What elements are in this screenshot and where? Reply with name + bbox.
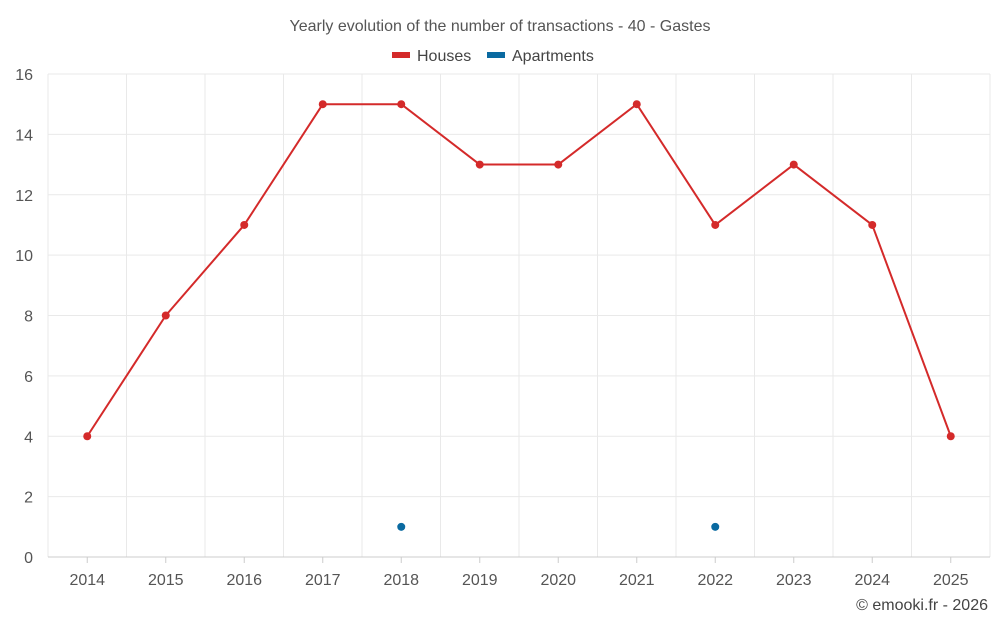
legend-swatch-houses <box>392 52 410 58</box>
data-point[interactable] <box>83 432 92 441</box>
x-tick-label: 2023 <box>776 572 812 589</box>
legend-label-houses[interactable]: Houses <box>417 48 471 65</box>
x-tick-label: 2021 <box>619 572 655 589</box>
x-tick-label: 2018 <box>383 572 419 589</box>
data-point[interactable] <box>318 100 327 109</box>
y-tick-label: 6 <box>24 369 33 386</box>
series-apartments <box>397 522 720 531</box>
y-tick-label: 16 <box>15 67 33 84</box>
y-tick-label: 10 <box>15 248 33 265</box>
y-tick-label: 14 <box>15 127 33 144</box>
data-point[interactable] <box>711 220 720 229</box>
x-tick-label: 2022 <box>697 572 733 589</box>
series-houses <box>83 100 955 441</box>
y-tick-label: 8 <box>24 309 33 326</box>
legend: Houses Apartments <box>392 48 594 65</box>
data-point[interactable] <box>946 432 955 441</box>
series <box>83 100 955 531</box>
y-tick-label: 2 <box>24 490 33 507</box>
chart-title: Yearly evolution of the number of transa… <box>290 18 711 35</box>
credit-text: © emooki.fr - 2026 <box>856 597 988 614</box>
gridlines <box>47 73 991 557</box>
data-point[interactable] <box>475 160 484 169</box>
y-tick-label: 12 <box>15 188 33 205</box>
data-point[interactable] <box>868 220 877 229</box>
data-point[interactable] <box>240 220 249 229</box>
x-tick-label: 2019 <box>462 572 498 589</box>
legend-swatch-apartments <box>487 52 505 58</box>
x-axis-ticks: 2014 2015 2016 2017 2018 2019 2020 2021 2022 2023… <box>69 572 968 589</box>
y-axis-ticks: 0 2 4 6 8 10 12 14 16 <box>15 67 33 567</box>
x-tick-label: 2014 <box>69 572 105 589</box>
data-point[interactable] <box>632 100 641 109</box>
data-point[interactable] <box>161 311 170 320</box>
axes <box>48 556 990 563</box>
y-tick-label: 0 <box>24 550 33 567</box>
data-point[interactable] <box>554 160 563 169</box>
legend-label-apartments[interactable]: Apartments <box>512 48 594 65</box>
x-tick-label: 2025 <box>933 572 969 589</box>
data-point[interactable] <box>789 160 798 169</box>
data-point[interactable] <box>397 522 406 531</box>
x-tick-label: 2017 <box>305 572 341 589</box>
data-point[interactable] <box>711 522 720 531</box>
y-tick-label: 4 <box>24 429 33 446</box>
series-line <box>86 103 952 437</box>
x-tick-label: 2016 <box>226 572 262 589</box>
x-tick-label: 2024 <box>854 572 890 589</box>
data-point[interactable] <box>397 100 406 109</box>
x-tick-label: 2015 <box>148 572 184 589</box>
x-tick-label: 2020 <box>540 572 576 589</box>
